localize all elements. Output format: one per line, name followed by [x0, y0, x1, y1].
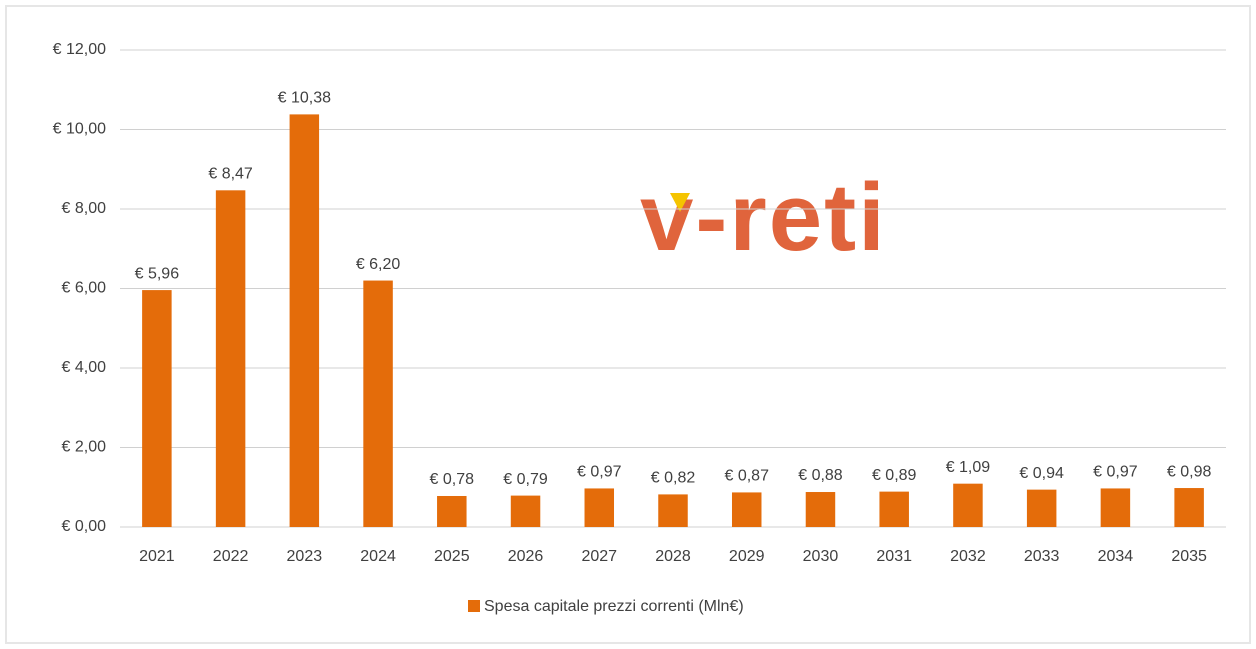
bar — [731, 492, 762, 527]
data-label: € 0,87 — [724, 468, 769, 485]
x-tick-label: 2021 — [139, 548, 175, 565]
chart-frame — [5, 5, 1251, 644]
data-label: € 0,82 — [651, 470, 696, 487]
data-label: € 0,78 — [430, 471, 475, 488]
x-tick-label: 2031 — [876, 548, 912, 565]
bar — [215, 190, 246, 527]
bar — [879, 491, 909, 527]
x-tick-label: 2023 — [287, 548, 323, 565]
data-label: € 0,98 — [1167, 463, 1212, 480]
bar — [584, 488, 615, 527]
data-label: € 0,97 — [577, 464, 622, 481]
data-label: € 0,88 — [798, 467, 843, 484]
bar — [363, 280, 393, 527]
data-label: € 8,47 — [208, 166, 253, 183]
bar — [289, 114, 320, 528]
data-label: € 10,38 — [278, 90, 331, 107]
bar — [1174, 488, 1204, 527]
x-tick-label: 2022 — [213, 548, 249, 565]
y-tick-label: € 12,00 — [53, 41, 106, 58]
x-tick-label: 2026 — [508, 548, 544, 565]
bar — [658, 494, 688, 527]
data-label: € 0,97 — [1093, 464, 1138, 481]
data-label: € 5,96 — [135, 265, 180, 282]
watermark-logo: v-reti — [640, 164, 887, 271]
x-tick-label: 2029 — [729, 548, 765, 565]
legend-label: Spesa capitale prezzi correnti (Mln€) — [484, 598, 744, 615]
data-label: € 0,89 — [872, 467, 917, 484]
x-tick-label: 2030 — [803, 548, 839, 565]
data-label: € 6,20 — [356, 256, 401, 273]
x-tick-label: 2032 — [950, 548, 986, 565]
bar — [510, 495, 541, 527]
data-label: € 0,79 — [503, 471, 548, 488]
y-tick-label: € 2,00 — [62, 439, 107, 456]
bar — [1026, 489, 1057, 527]
x-tick-label: 2027 — [581, 548, 617, 565]
bar — [805, 492, 836, 527]
logo-accent — [670, 193, 690, 212]
legend-swatch — [468, 600, 480, 612]
y-tick-label: € 4,00 — [62, 359, 107, 376]
bar — [1100, 488, 1131, 527]
x-tick-label: 2033 — [1024, 548, 1060, 565]
y-tick-label: € 6,00 — [62, 280, 107, 297]
y-tick-label: € 0,00 — [62, 518, 107, 535]
x-tick-label: 2035 — [1171, 548, 1207, 565]
x-tick-label: 2025 — [434, 548, 470, 565]
x-tick-label: 2024 — [360, 548, 396, 565]
bar — [953, 483, 983, 527]
y-tick-label: € 8,00 — [62, 200, 107, 217]
data-label: € 1,09 — [946, 459, 991, 476]
x-tick-label: 2034 — [1098, 548, 1134, 565]
bar — [437, 495, 467, 527]
x-tick-label: 2028 — [655, 548, 691, 565]
data-label: € 0,94 — [1019, 465, 1064, 482]
bar — [142, 290, 172, 527]
y-tick-label: € 10,00 — [53, 121, 106, 138]
